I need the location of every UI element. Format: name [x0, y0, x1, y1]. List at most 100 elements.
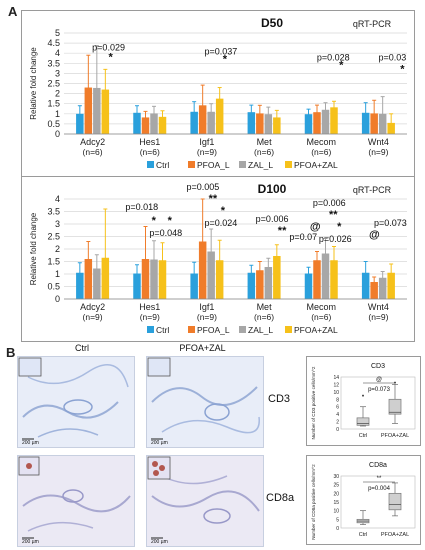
legend-label: ZAL_L	[248, 325, 273, 335]
p-value-label: p=0.048	[149, 228, 182, 238]
significance-mark: **	[377, 476, 382, 482]
p-value-label: p=0.024	[205, 218, 238, 228]
scale-ctrl-cd8a: 200 µm	[22, 539, 39, 545]
significance-mark: *	[223, 54, 228, 66]
d50-chart-frame: 0 0.5 1 1.5 2 2.5 3 3.5 4 4.5 5 Relative fold chang…	[21, 10, 415, 177]
bar-pfoa-l	[313, 112, 321, 134]
histology-ctrl-cd8a: 200 µm	[17, 455, 135, 547]
y-tick-label: 0.5	[47, 282, 60, 292]
p-value-label: p=0.03	[379, 53, 407, 63]
d100-chart-frame: 0 0.5 1 1.5 2 2.5 3 3.5 4 Relative fold change D10…	[21, 176, 415, 342]
significance-mark: *	[108, 52, 113, 64]
scale-pfoa-zal-cd8a: 200 µm	[151, 539, 168, 545]
category-label: Hes1	[139, 302, 160, 312]
legend-label: PFOA_L	[197, 160, 230, 170]
y-tick-label: 30	[333, 474, 339, 480]
category-label: Adcy2	[80, 137, 105, 147]
tissue-pfoa-zal-cd8a-image	[147, 456, 263, 546]
significance-mark: @	[310, 221, 321, 233]
category-label: Met	[257, 302, 273, 312]
category-n-label: (n=6)	[311, 312, 331, 322]
bar-zal-l	[93, 268, 101, 299]
y-tick-label: 4	[55, 48, 60, 58]
category-label: Wnt4	[368, 137, 389, 147]
histology-pfoa-zal-cd8a: 200 µm	[146, 455, 264, 547]
category-n-label: (n=6)	[311, 147, 331, 157]
significance-mark: *	[400, 64, 405, 76]
bar-ctrl	[361, 272, 370, 299]
significance-mark: *	[339, 60, 344, 72]
cd3-boxplot-frame: CD3 0 2 4 6 8 10 12 14 Number of CD3 positive cel…	[306, 356, 421, 446]
cd8a-boxplot: CD8a 0 5 10 15 20 25 30 Number of CD8a positive …	[311, 462, 416, 540]
y-tick-label: 3	[55, 219, 60, 229]
legend-swatch	[147, 326, 154, 333]
y-tick-label: 0	[336, 427, 339, 433]
significance-mark: @	[369, 229, 380, 241]
y-tick-label: 14	[333, 375, 339, 381]
category-n-label: (n=9)	[368, 312, 388, 322]
tissue-ctrl-cd8a-image	[18, 456, 134, 546]
bar-pfoa-l	[141, 117, 150, 134]
y-tick-label: 1	[55, 269, 60, 279]
bar-ctrl	[361, 112, 370, 134]
y-tick-label: 0	[55, 129, 60, 139]
category-n-label: (n=6)	[83, 147, 103, 157]
category-label: Mecom	[306, 137, 336, 147]
y-tick-label: 1.5	[47, 99, 60, 109]
bar-pfoa-l	[256, 270, 264, 299]
legend-swatch	[188, 161, 195, 168]
tissue-ctrl-cd3-image	[18, 357, 134, 447]
category-label: Met	[257, 137, 273, 147]
bar-zal-l	[207, 251, 215, 299]
y-tick-label: 4.5	[47, 38, 60, 48]
d100-bar-chart: 0 0.5 1 1.5 2 2.5 3 3.5 4 Relative fold change D10…	[29, 182, 407, 335]
bar-ctrl	[133, 273, 141, 299]
bar-pfoa-zal	[273, 256, 281, 299]
y-tick-label: 3.5	[47, 207, 60, 217]
chart-title: D50	[261, 16, 283, 30]
bar-zal-l	[264, 114, 273, 134]
y-tick-label: 10	[333, 390, 339, 396]
tissue-pfoa-zal-cd3-image	[147, 357, 263, 447]
y-tick-label: 10	[333, 509, 339, 515]
legend-swatch	[147, 161, 154, 168]
legend-label: PFOA+ZAL	[294, 325, 338, 335]
bar-zal-l	[207, 111, 215, 134]
outlier-point	[362, 394, 364, 397]
y-tick-label: 3.5	[47, 58, 60, 68]
y-tick-label: 8	[336, 397, 339, 403]
col-label-pfoa-zal: PFOA+ZAL	[179, 343, 226, 353]
bar-ctrl	[304, 273, 313, 299]
category-n-label: (n=9)	[368, 147, 388, 157]
box	[356, 417, 370, 426]
histology-pfoa-zal-cd3: 200 µm	[146, 356, 264, 448]
bar-ctrl	[247, 112, 256, 134]
y-axis-label: Relative fold change	[29, 212, 38, 285]
legend-swatch	[285, 161, 292, 168]
legend-label: PFOA_L	[197, 325, 230, 335]
bar-pfoa-zal	[158, 260, 167, 299]
category-n-label: (n=9)	[140, 312, 160, 322]
bar-pfoa-zal	[273, 117, 281, 134]
bar-ctrl	[133, 112, 141, 134]
category-label: PFOA+ZAL	[381, 433, 409, 439]
y-tick-label: 12	[333, 382, 339, 388]
category-label: Igf1	[199, 302, 214, 312]
significance-mark: **	[278, 225, 287, 237]
category-label: Wnt4	[368, 302, 389, 312]
y-tick-label: 3	[55, 68, 60, 78]
scale-ctrl-cd3: 200 µm	[22, 440, 39, 446]
y-tick-label: 2	[336, 420, 339, 426]
y-axis-label: Number of CD8a positive cells/mm^2	[311, 464, 316, 540]
bar-pfoa-zal	[330, 260, 338, 299]
boxplot-title: CD3	[371, 363, 385, 370]
y-tick-label: 5	[55, 28, 60, 38]
legend-label: ZAL_L	[248, 160, 273, 170]
category-n-label: (n=9)	[197, 312, 217, 322]
plot-area	[340, 475, 416, 529]
plot-area	[340, 376, 416, 430]
y-tick-label: 6	[336, 405, 339, 411]
y-tick-label: 1	[55, 109, 60, 119]
legend-swatch	[239, 326, 246, 333]
d50-bar-chart: 00.511.522.533.544.55 Relative fold chang…	[29, 16, 407, 170]
